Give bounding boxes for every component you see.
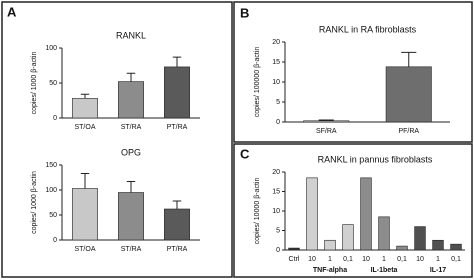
x-tick-label: 10 (362, 256, 370, 263)
panel-label: B (240, 5, 249, 20)
bar (118, 81, 144, 119)
x-tick-label: 10 (308, 256, 316, 263)
y-tick-label: 5 (276, 227, 280, 234)
bar (360, 177, 372, 251)
group-label: IL-1beta (371, 267, 398, 274)
panel-label: A (7, 4, 17, 19)
bar (288, 247, 300, 251)
bar (396, 245, 408, 251)
chart-title: RANKL (116, 30, 146, 40)
y-tick-label: 100 (45, 45, 57, 52)
panel-frame (233, 143, 473, 278)
bar (72, 98, 98, 119)
chart-title: RANKL in pannus fibroblasts (318, 154, 433, 164)
x-tick-label: 10 (416, 256, 424, 263)
error-bar (126, 181, 136, 193)
error-bar (80, 173, 90, 189)
error-bar (80, 93, 90, 99)
bar (303, 120, 350, 123)
x-tick-label: ST/OA (74, 124, 95, 131)
bar (164, 208, 190, 241)
bar (414, 226, 426, 251)
error-bar (172, 56, 182, 67)
x-tick-label: PT/RA (167, 124, 188, 131)
bar (432, 239, 444, 251)
y-tick-label: 150 (45, 162, 57, 169)
x-tick-label: PF/RA (398, 128, 419, 135)
bar (324, 239, 336, 251)
bar (118, 192, 144, 241)
y-tick-label: 50 (49, 80, 57, 87)
error-bar (401, 51, 417, 67)
x-tick-label: PT/RA (167, 246, 188, 253)
x-tick-label: SF/RA (316, 128, 337, 135)
bar (72, 188, 98, 241)
y-tick-label: 20 (272, 39, 280, 46)
bar (164, 66, 190, 119)
x-tick-label: 1 (436, 256, 440, 263)
bar (450, 243, 462, 251)
bar (385, 66, 432, 123)
y-tick-label: 5 (276, 99, 280, 106)
x-tick-label: 0,1 (343, 256, 353, 263)
y-tick-label: 15 (272, 59, 280, 66)
y-axis-label: copies/ 1000 β-actin (31, 52, 38, 115)
x-tick-label: 0,1 (397, 256, 407, 263)
x-tick-label: 1 (328, 256, 332, 263)
y-tick-label: 15 (272, 188, 280, 195)
y-tick-label: 0 (276, 247, 280, 254)
y-axis-label: copies/ 1000 β-actin (31, 171, 38, 234)
y-axis-label: copies/ 10000 β-actin (254, 178, 261, 245)
panel-label: C (240, 146, 250, 161)
error-bar (126, 72, 136, 82)
chart-title: RANKL in RA fibroblasts (319, 24, 417, 34)
x-tick-label: ST/OA (74, 246, 95, 253)
group-label: TNF-alpha (313, 267, 347, 274)
error-bar (318, 119, 334, 121)
y-tick-label: 100 (45, 187, 57, 194)
x-tick-label: 0,1 (451, 256, 461, 263)
y-axis-label: copies/ 100000 β-actin (254, 47, 261, 118)
y-tick-label: 0 (276, 119, 280, 126)
x-tick-label: Ctrl (289, 256, 300, 263)
x-tick-label: 1 (382, 256, 386, 263)
y-tick-label: 0 (53, 237, 57, 244)
panel-frame (233, 1, 473, 143)
y-tick-label: 10 (272, 208, 280, 215)
error-bar (172, 200, 182, 209)
y-tick-label: 50 (49, 212, 57, 219)
bar (378, 216, 390, 251)
group-label: IL-17 (430, 267, 446, 274)
bar (306, 177, 318, 251)
y-tick-label: 10 (272, 79, 280, 86)
y-tick-label: 20 (272, 169, 280, 176)
x-tick-label: ST/RA (121, 124, 142, 131)
x-tick-label: ST/RA (121, 246, 142, 253)
y-tick-label: 0 (53, 115, 57, 122)
chart-title: OPG (121, 147, 141, 157)
bar (342, 224, 354, 251)
panel-frame (1, 1, 233, 278)
